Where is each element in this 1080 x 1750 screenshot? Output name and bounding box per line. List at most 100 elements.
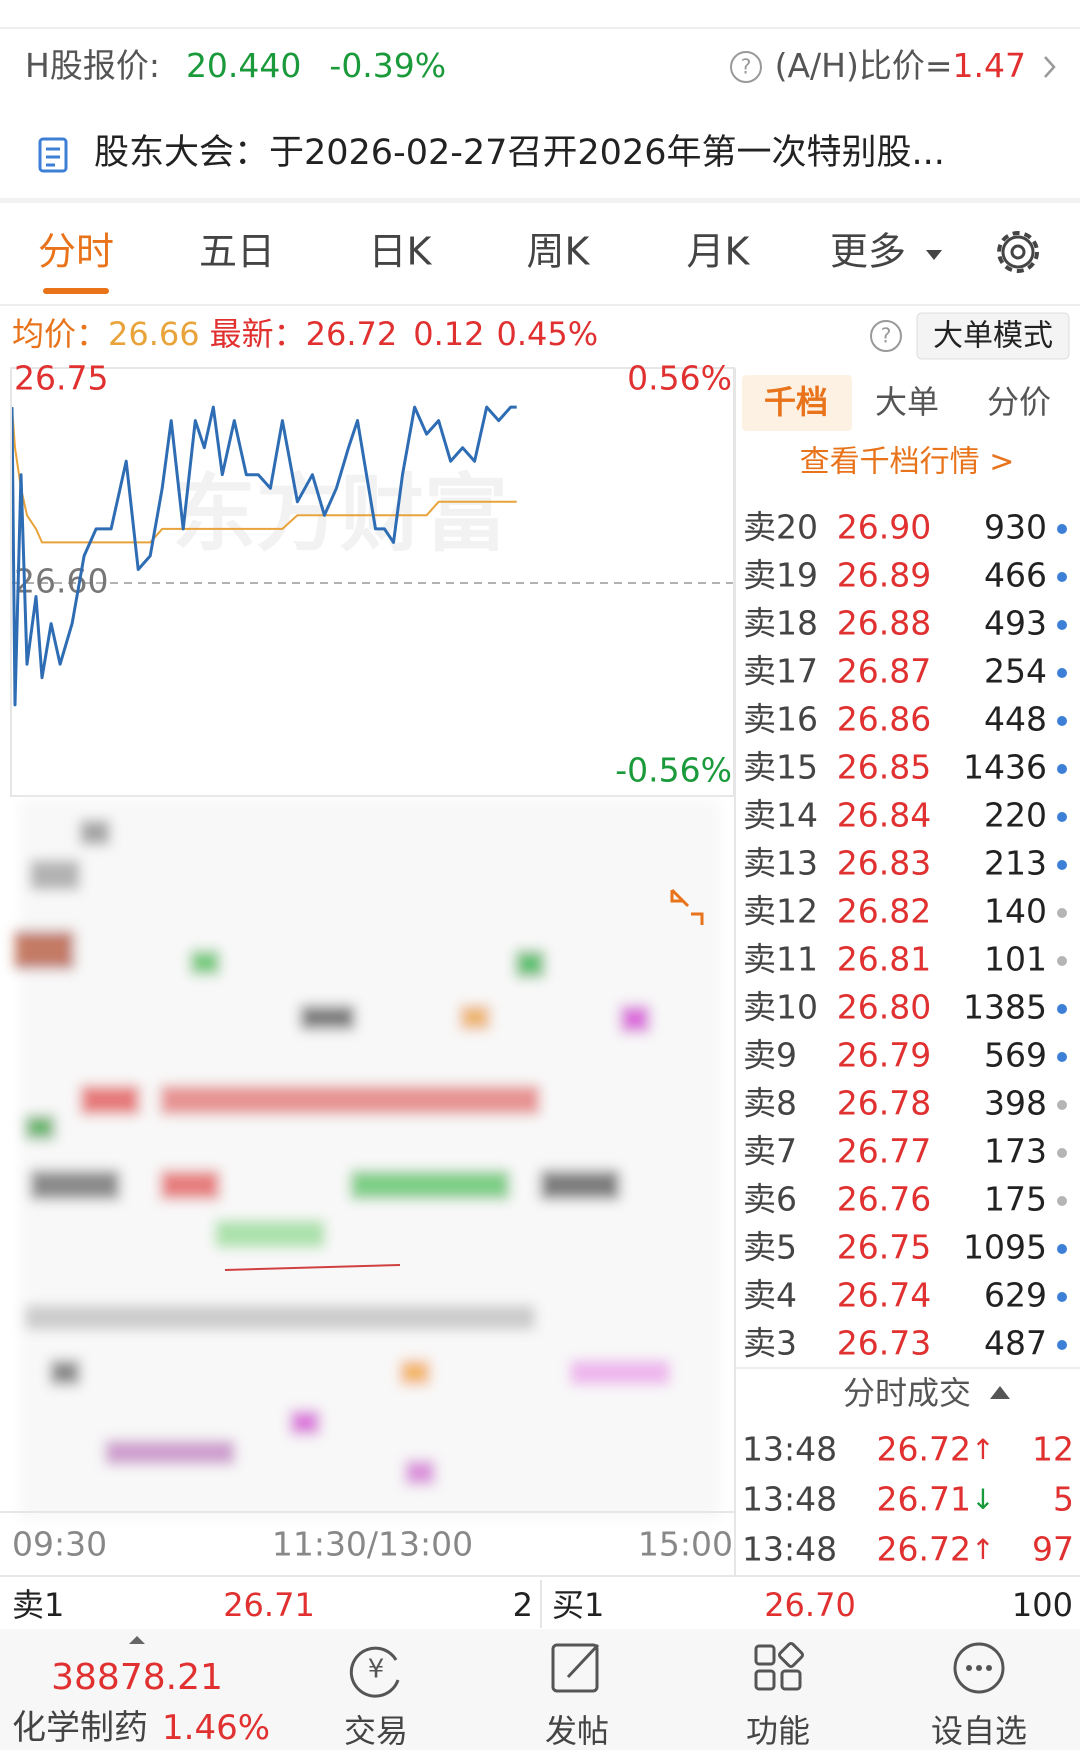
watchlist-icon[interactable] bbox=[953, 1642, 1005, 1694]
ask-level: 卖16 bbox=[743, 700, 818, 739]
footer-caret[interactable] bbox=[129, 1636, 145, 1644]
ask-price: 26.77 bbox=[837, 1132, 931, 1171]
ask-qty: 175 bbox=[984, 1180, 1047, 1219]
ask-dot bbox=[1057, 1052, 1067, 1062]
nav-label[interactable]: 发帖 bbox=[545, 1712, 609, 1750]
ask-dot bbox=[1057, 620, 1067, 630]
collapse-caret[interactable] bbox=[990, 1386, 1010, 1399]
last-value: 26.72 bbox=[306, 315, 398, 353]
ask-qty: 213 bbox=[984, 844, 1047, 883]
trade-time: 13:48 bbox=[742, 1530, 837, 1569]
sector-name: 化学制药 bbox=[12, 1708, 148, 1748]
ask-qty: 101 bbox=[984, 940, 1047, 979]
plot bbox=[12, 405, 517, 707]
h-share-row: H股报价: 20.440 -0.39% bbox=[25, 46, 446, 85]
function-icon[interactable] bbox=[754, 1642, 804, 1691]
x-tick-label: 15:00 bbox=[638, 1525, 733, 1564]
average-line bbox=[12, 407, 517, 544]
tab-indicator bbox=[43, 288, 109, 294]
ask-dot bbox=[1057, 764, 1067, 774]
ask-level: 卖14 bbox=[743, 796, 818, 835]
ask-price: 26.76 bbox=[837, 1180, 931, 1219]
ask-price: 26.84 bbox=[837, 796, 931, 835]
ask-price: 26.80 bbox=[837, 988, 931, 1027]
tab[interactable]: 月K bbox=[687, 230, 751, 274]
ask-level: 卖17 bbox=[743, 652, 818, 691]
trade-icon[interactable]: ¥ bbox=[349, 1646, 400, 1698]
help-icon[interactable]: ? bbox=[730, 51, 762, 83]
ask-qty: 254 bbox=[984, 652, 1047, 691]
ask-dot bbox=[1057, 908, 1067, 918]
nav-label[interactable]: 功能 bbox=[746, 1712, 810, 1750]
ask-level: 卖4 bbox=[743, 1276, 797, 1315]
ah-value: 1.47 bbox=[953, 46, 1026, 85]
ask-price: 26.71 bbox=[223, 1586, 315, 1624]
nav-label[interactable]: 设自选 bbox=[931, 1712, 1027, 1750]
trade-arrow: ↑ bbox=[971, 1433, 994, 1466]
ask-level: 卖18 bbox=[743, 604, 818, 643]
expand-icon[interactable] bbox=[670, 888, 704, 925]
ask-dot bbox=[1057, 1340, 1067, 1350]
h-change: -0.39% bbox=[329, 46, 446, 85]
ask-dot bbox=[1057, 1148, 1067, 1158]
y2-tick-label: -0.56% bbox=[615, 751, 732, 790]
ask-price: 26.73 bbox=[837, 1324, 931, 1363]
tab[interactable]: 周K bbox=[527, 230, 591, 274]
sector[interactable]: 化学制药 1.46% bbox=[12, 1708, 270, 1748]
side-tab[interactable]: 大单 bbox=[875, 383, 939, 421]
ask-dot bbox=[1057, 860, 1067, 870]
notice[interactable]: 股东大会：于2026-02-27召开2026年第一次特别股... bbox=[94, 133, 945, 173]
ask-level: 卖6 bbox=[743, 1180, 797, 1219]
index-value[interactable]: 38878.21 bbox=[51, 1657, 223, 1698]
ask-dot bbox=[1057, 812, 1067, 822]
ask-qty: 140 bbox=[984, 892, 1047, 931]
depth-link[interactable]: 查看千档行情 > bbox=[800, 445, 1015, 480]
more-caret bbox=[926, 250, 942, 260]
ask-dot bbox=[1057, 524, 1067, 534]
ask-dot bbox=[1057, 668, 1067, 678]
post-icon[interactable] bbox=[551, 1643, 600, 1693]
mode-button-label[interactable]: 大单模式 bbox=[933, 319, 1053, 354]
ask-level: 卖11 bbox=[743, 940, 818, 979]
x-tick-label: 09:30 bbox=[12, 1525, 107, 1564]
ask-dot bbox=[1057, 716, 1067, 726]
nav-label[interactable]: 交易 bbox=[344, 1712, 408, 1750]
ask-price: 26.85 bbox=[837, 748, 931, 787]
ask-qty: 448 bbox=[984, 700, 1047, 739]
trade-qty: 12 bbox=[1032, 1430, 1074, 1469]
ah-label: (A/H)比价= bbox=[775, 46, 953, 85]
help-icon[interactable]: ? bbox=[870, 320, 902, 352]
tab[interactable]: 分时 bbox=[38, 230, 114, 274]
ask-level: 卖10 bbox=[743, 988, 818, 1027]
svg-text:¥: ¥ bbox=[368, 1655, 385, 1685]
section-divider bbox=[0, 198, 1080, 203]
change: 0.12 bbox=[413, 315, 484, 353]
ask-level: 卖20 bbox=[743, 508, 818, 547]
ask-price: 26.75 bbox=[837, 1228, 931, 1267]
side-tab[interactable]: 千档 bbox=[764, 383, 828, 421]
ask-price: 26.83 bbox=[837, 844, 931, 883]
tab[interactable]: 更多 bbox=[830, 230, 906, 274]
ask-dot bbox=[1057, 1100, 1067, 1110]
ask-level: 卖5 bbox=[743, 1228, 797, 1267]
settings-icon[interactable] bbox=[997, 231, 1039, 273]
trade-price: 26.72 bbox=[877, 1530, 971, 1569]
tab[interactable]: 日K bbox=[369, 230, 433, 274]
x-tick-label: 11:30/13:00 bbox=[272, 1525, 473, 1564]
mode-button[interactable] bbox=[916, 312, 1070, 360]
notice-icon bbox=[38, 137, 68, 173]
tab[interactable]: 五日 bbox=[199, 230, 275, 274]
trade-arrow: ↓ bbox=[971, 1483, 994, 1516]
ask-level: 卖3 bbox=[743, 1324, 797, 1363]
trade-qty: 5 bbox=[1053, 1480, 1074, 1519]
ask-price: 26.82 bbox=[837, 892, 931, 931]
trade-time: 13:48 bbox=[742, 1430, 837, 1469]
ask-dot bbox=[1057, 1292, 1067, 1302]
side-tab-active[interactable] bbox=[742, 375, 852, 431]
side-tab[interactable]: 分价 bbox=[987, 383, 1051, 421]
ah-ratio[interactable]: (A/H)比价=1.47 bbox=[775, 46, 1026, 85]
ask-qty: 1095 bbox=[963, 1228, 1047, 1267]
